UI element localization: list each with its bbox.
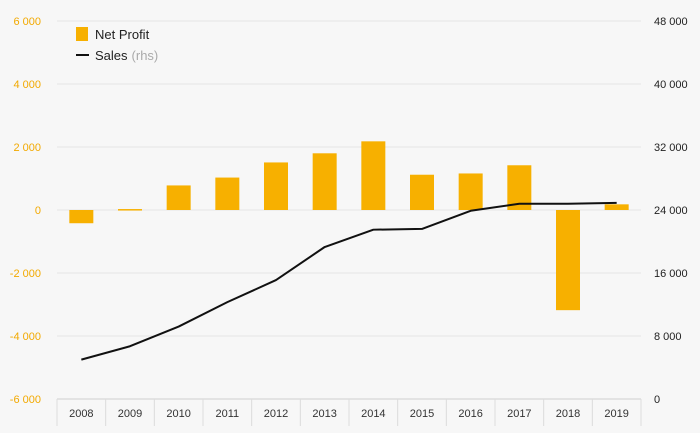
x-axis [56, 398, 642, 426]
x-tick-label: 2011 [216, 408, 240, 420]
sales-line [81, 201, 617, 361]
x-tick-label: 2019 [604, 408, 628, 420]
sales-line-group [81, 201, 617, 361]
x-tick-label: 2012 [264, 408, 288, 420]
legend-sales-entry: Sales (rhs) [95, 48, 158, 63]
bar-net-profit-2011 [215, 177, 240, 210]
bar-net-profit-2016 [458, 173, 483, 210]
legend-bar-swatch [76, 27, 88, 41]
gridlines [57, 20, 641, 337]
x-tick-label: 2010 [166, 408, 190, 420]
bar-net-profit-2009 [118, 209, 142, 211]
x-tick-label: 2018 [556, 408, 580, 420]
left-axis-ticks: 6 000 4 000 2 000 0 -2 000 -4 000 -6 000 [10, 16, 41, 406]
x-tick-label: 2009 [118, 408, 142, 420]
right-axis-ticks: 48 000 40 000 32 000 24 000 16 000 8 000 0 [654, 16, 688, 406]
left-tick-label: 6 000 [13, 16, 41, 28]
legend-rhs-note: (rhs) [132, 48, 159, 63]
left-tick-label: -2 000 [10, 268, 41, 280]
left-tick-label: 0 [35, 205, 41, 217]
x-tick-label: 2008 [69, 408, 93, 420]
bar-net-profit-2013 [312, 153, 337, 210]
left-tick-label: 2 000 [13, 142, 41, 154]
bar-net-profit-2010 [166, 185, 191, 210]
bar-net-profit-2019 [604, 204, 629, 210]
legend: Net Profit Sales (rhs) [76, 27, 158, 63]
right-tick-label: 32 000 [654, 142, 688, 154]
right-tick-label: 48 000 [654, 16, 688, 28]
x-axis-ticks: 2008 2009 2010 2011 2012 2013 2014 2015 2016 2017… [69, 408, 629, 420]
x-tick-label: 2014 [361, 408, 385, 420]
x-tick-label: 2013 [312, 408, 336, 420]
bar-net-profit-2014 [361, 141, 386, 210]
legend-sales-label: Sales [95, 48, 128, 63]
left-tick-label: -4 000 [10, 331, 41, 343]
left-tick-label: 4 000 [13, 79, 41, 91]
bar-net-profit-2012 [264, 162, 288, 210]
bar-net-profit-2008 [69, 210, 94, 224]
bar-net-profit-2017 [507, 165, 532, 210]
right-tick-label: 40 000 [654, 79, 688, 91]
x-tick-label: 2015 [410, 408, 434, 420]
net-profit-bars [69, 141, 629, 311]
right-tick-label: 0 [654, 394, 660, 406]
bar-net-profit-2018 [556, 210, 580, 311]
right-tick-label: 8 000 [654, 331, 682, 343]
right-tick-label: 24 000 [654, 205, 688, 217]
x-tick-label: 2016 [458, 408, 482, 420]
x-tick-label: 2017 [507, 408, 531, 420]
legend-net-profit-label: Net Profit [95, 27, 150, 42]
left-tick-label: -6 000 [10, 394, 41, 406]
right-tick-label: 16 000 [654, 268, 688, 280]
bar-net-profit-2015 [410, 174, 434, 210]
